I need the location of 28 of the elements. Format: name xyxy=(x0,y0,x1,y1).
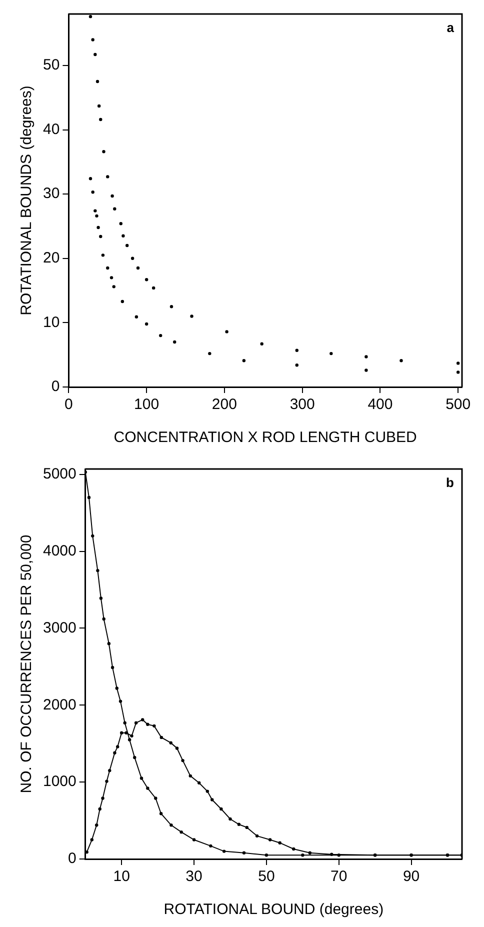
x-axis-title: CONCENTRATION X ROD LENGTH CUBED xyxy=(114,429,418,446)
annotation: b xyxy=(446,475,454,490)
x-tick-label: 100 xyxy=(134,396,160,414)
x-tick-label: 90 xyxy=(402,868,420,886)
x-axis-title: ROTATIONAL BOUND (degrees) xyxy=(164,901,384,918)
x-tick-label: 10 xyxy=(113,868,130,886)
x-tick-label: 500 xyxy=(446,396,471,414)
x-tick-label: 300 xyxy=(290,396,315,414)
y-tick-label: 30 xyxy=(42,185,60,202)
y-tick-label: 5000 xyxy=(42,466,76,483)
y-axis-title: ROTATIONAL BOUNDS (degrees) xyxy=(18,86,36,316)
y-tick-label: 0 xyxy=(51,378,60,396)
x-tick-label: 30 xyxy=(186,868,202,886)
annotation: a xyxy=(446,20,455,36)
y-tick-label: 50 xyxy=(42,56,60,74)
y-tick-label: 1000 xyxy=(42,773,76,790)
y-tick-label: 4000 xyxy=(42,542,76,560)
y-tick-label: 3000 xyxy=(42,619,76,636)
y-axis-title: NO. OF OCCURRENCES PER 50,000 xyxy=(18,534,36,794)
y-tick-label: 0 xyxy=(68,850,76,868)
y-tick-label: 20 xyxy=(42,250,60,267)
x-tick-label: 50 xyxy=(258,868,275,886)
x-tick-label: 200 xyxy=(212,396,237,414)
y-tick-label: 2000 xyxy=(42,696,76,714)
x-tick-label: 70 xyxy=(330,868,348,886)
x-tick-label: 400 xyxy=(368,396,393,414)
y-tick-label: 10 xyxy=(42,314,60,331)
y-tick-label: 40 xyxy=(42,120,60,138)
